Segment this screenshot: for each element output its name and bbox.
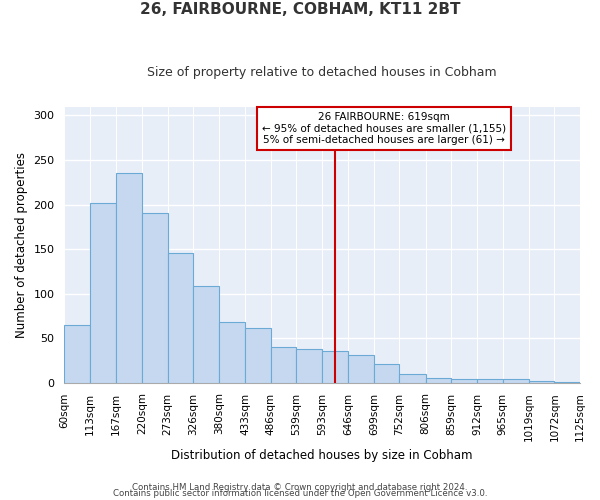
Bar: [167, 252, 193, 382]
Text: 26, FAIRBOURNE, COBHAM, KT11 2BT: 26, FAIRBOURNE, COBHAM, KT11 2BT: [140, 2, 460, 18]
Bar: [220, 322, 245, 382]
Title: Size of property relative to detached houses in Cobham: Size of property relative to detached ho…: [148, 66, 497, 79]
Bar: [425, 378, 451, 382]
Bar: [90, 203, 116, 382]
Bar: [64, 325, 90, 382]
Text: 26 FAIRBOURNE: 619sqm
← 95% of detached houses are smaller (1,155)
5% of semi-de: 26 FAIRBOURNE: 619sqm ← 95% of detached …: [262, 112, 506, 146]
Bar: [271, 347, 296, 382]
Bar: [529, 381, 554, 382]
Bar: [348, 355, 374, 382]
Bar: [477, 379, 503, 382]
Bar: [296, 349, 322, 382]
Bar: [116, 174, 142, 382]
Bar: [374, 364, 400, 382]
Bar: [400, 374, 425, 382]
Bar: [451, 379, 477, 382]
X-axis label: Distribution of detached houses by size in Cobham: Distribution of detached houses by size …: [172, 450, 473, 462]
Text: Contains HM Land Registry data © Crown copyright and database right 2024.: Contains HM Land Registry data © Crown c…: [132, 484, 468, 492]
Bar: [503, 379, 529, 382]
Bar: [245, 328, 271, 382]
Bar: [142, 212, 167, 382]
Bar: [322, 350, 348, 382]
Y-axis label: Number of detached properties: Number of detached properties: [15, 152, 28, 338]
Bar: [193, 286, 220, 382]
Text: Contains public sector information licensed under the Open Government Licence v3: Contains public sector information licen…: [113, 490, 487, 498]
